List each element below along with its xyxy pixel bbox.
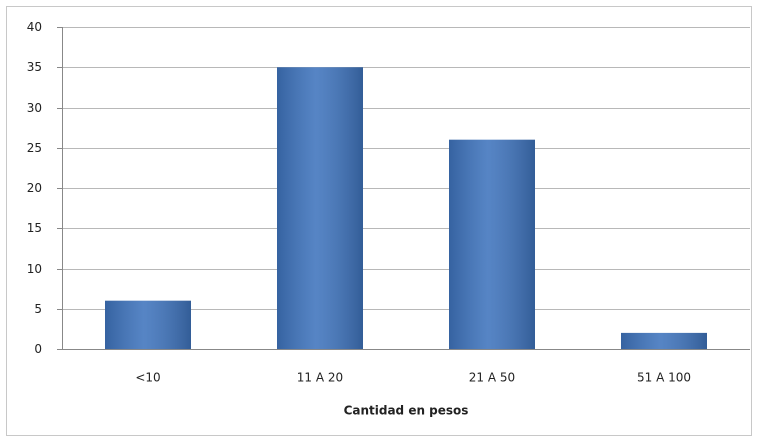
y-tick-label: 35 [27, 60, 42, 74]
x-tick-label: 11 A 20 [297, 371, 343, 385]
x-axis-title: Cantidad en pesos [344, 404, 469, 418]
chart-frame [6, 6, 752, 436]
x-tick-label: <10 [135, 371, 160, 385]
y-tick-label: 10 [27, 262, 42, 276]
x-tick-label: 51 A 100 [637, 371, 691, 385]
bar-shade [449, 139, 535, 349]
bar-shade [105, 300, 191, 349]
bar-shade [621, 332, 707, 349]
y-tick-label: 25 [27, 141, 42, 155]
y-tick-label: 40 [27, 20, 42, 34]
bar-shade [277, 67, 363, 349]
y-tick-label: 15 [27, 221, 42, 235]
y-tick-label: 0 [34, 342, 42, 356]
y-tick-label: 5 [34, 302, 42, 316]
y-tick-label: 20 [27, 181, 42, 195]
y-tick-label: 30 [27, 101, 42, 115]
x-tick-label: 21 A 50 [469, 371, 515, 385]
